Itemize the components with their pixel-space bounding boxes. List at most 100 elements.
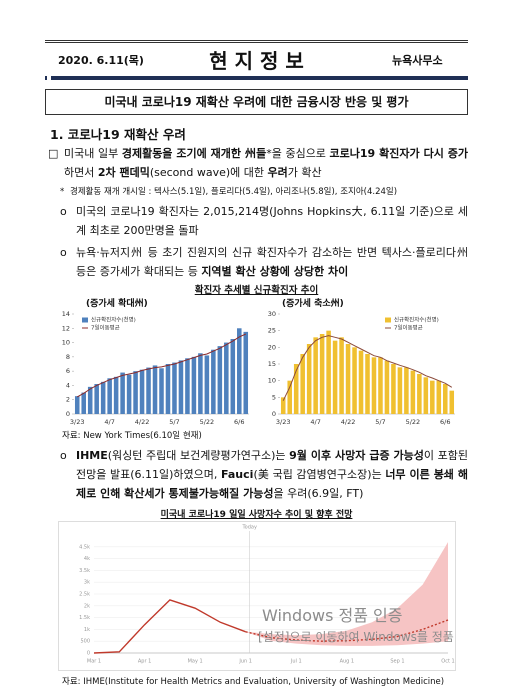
x-tick-label: Jul 1 bbox=[290, 659, 302, 665]
x-tick-label: 4/7 bbox=[310, 418, 320, 426]
y-tick-label: 10 bbox=[62, 339, 70, 347]
section-title: 1. 코로나19 재확산 우려 bbox=[50, 127, 186, 142]
bar bbox=[87, 386, 93, 414]
legend-swatch bbox=[385, 317, 391, 323]
bold-text: 지역별 확산 상황에 상당한 차이 bbox=[201, 265, 349, 278]
bar bbox=[417, 374, 422, 414]
bar bbox=[185, 358, 190, 414]
chart-heading: 확진자 추세별 신규확진자 추이 bbox=[194, 285, 319, 296]
bar bbox=[378, 357, 383, 414]
legend-label: 신규확진자수(천명) bbox=[91, 316, 136, 324]
y-tick-label: 2.5k bbox=[79, 592, 90, 598]
x-tick-label: Sep 1 bbox=[390, 659, 404, 665]
legend-label: 7일이동평균 bbox=[91, 324, 120, 332]
deaths-line bbox=[93, 599, 246, 654]
y-tick-label: 6 bbox=[66, 367, 70, 375]
bar bbox=[423, 377, 429, 414]
bar bbox=[139, 369, 145, 414]
x-tick-label: 4/7 bbox=[104, 418, 114, 426]
bold-text: 코로나19 확진자가 다시 증가 bbox=[329, 147, 469, 160]
x-tick-label: May 1 bbox=[188, 659, 203, 665]
moving-average-line bbox=[76, 333, 247, 398]
y-tick-label: 20 bbox=[268, 343, 276, 351]
y-tick-label: 3k bbox=[84, 580, 90, 586]
x-tick-label: 4/22 bbox=[341, 418, 356, 426]
bar bbox=[371, 357, 377, 414]
bar bbox=[436, 380, 442, 414]
bar bbox=[443, 384, 448, 414]
items-top: □ 미국내 일부 경제활동을 조기에 재개한 州들*을 중심으로 코로나19 확진… bbox=[48, 144, 468, 284]
bar bbox=[81, 392, 86, 414]
header-mark bbox=[47, 76, 51, 80]
bar bbox=[204, 355, 210, 414]
title: 현 지 정 보 bbox=[209, 49, 304, 73]
paragraph: * 경제활동 재개 개시일 : 텍사스(5.1일), 플로리다(5.4일), 아리… bbox=[48, 185, 468, 199]
bar bbox=[211, 349, 216, 414]
bar bbox=[230, 339, 236, 414]
bar bbox=[191, 356, 197, 414]
x-tick-label: Apr 1 bbox=[138, 659, 151, 665]
bar bbox=[332, 340, 338, 414]
y-tick-label: 1.5k bbox=[79, 615, 90, 621]
bar bbox=[280, 397, 286, 414]
bold-text: 우려 bbox=[267, 166, 288, 179]
x-tick-label: 3/23 bbox=[276, 418, 291, 426]
bar bbox=[107, 378, 112, 414]
x-tick-label: 5/22 bbox=[200, 418, 215, 426]
text: 미국내 일부 bbox=[64, 147, 122, 160]
bar bbox=[152, 365, 158, 414]
x-tick-label: 5/7 bbox=[169, 418, 179, 426]
x-tick-label: 5/22 bbox=[406, 418, 421, 426]
bar bbox=[217, 346, 223, 414]
plot-background bbox=[58, 521, 456, 671]
bullet: o bbox=[60, 205, 67, 218]
bar bbox=[306, 344, 312, 414]
y-tick-label: 2k bbox=[84, 603, 90, 609]
bar bbox=[365, 354, 370, 414]
y-tick-label: 12 bbox=[62, 324, 70, 332]
text: 이 포함된 전망을 발표(6.11일)하였으며, bbox=[76, 449, 469, 481]
x-tick-label: 3/23 bbox=[70, 418, 85, 426]
bar bbox=[120, 372, 125, 414]
bar bbox=[159, 368, 164, 414]
bar bbox=[178, 360, 184, 414]
bar bbox=[404, 367, 409, 414]
y-tick-label: 0 bbox=[66, 410, 70, 418]
x-tick-label: 5/7 bbox=[375, 418, 385, 426]
paragraph: o 뉴욕·뉴저지州 등 초기 진원지의 신규 확진자수가 감소하는 반면 텍사스·… bbox=[48, 243, 468, 281]
bar bbox=[94, 384, 99, 414]
text: 하면서 bbox=[64, 166, 98, 179]
text: 경제활동 재개 개시일 : 텍사스(5.1일), 플로리다(5.4일), 아리조… bbox=[70, 187, 398, 197]
text: 가 확산 bbox=[287, 166, 322, 179]
legend-label: 신규확진자수(천명) bbox=[394, 316, 439, 324]
y-tick-label: 14 bbox=[62, 310, 70, 318]
y-tick-label: 8 bbox=[66, 353, 70, 361]
bullet: □ bbox=[48, 147, 59, 160]
y-tick-label: 0 bbox=[87, 651, 90, 657]
bar bbox=[449, 390, 455, 414]
bar bbox=[391, 364, 396, 414]
header-bar bbox=[45, 76, 468, 80]
x-tick-label: 6/6 bbox=[440, 418, 450, 426]
bold-text: 2차 팬데믹 bbox=[97, 166, 150, 179]
bar bbox=[113, 376, 119, 414]
chart: 0 2 4 6 8 10 12 14 3/23 4/7 4/22 5/7 5/22 6/6 신규확진자수(천… bbox=[62, 310, 249, 426]
y-tick-label: 30 bbox=[268, 310, 276, 318]
y-tick-label: 10 bbox=[268, 377, 276, 385]
header-frame bbox=[45, 40, 468, 79]
x-tick-label: Mar 1 bbox=[87, 659, 101, 665]
chart-heading: 미국내 코로나19 일일 사망자수 추이 및 향후 전망 bbox=[160, 510, 353, 520]
bar bbox=[384, 360, 390, 414]
y-tick-label: 3.5k bbox=[79, 568, 90, 574]
bar bbox=[74, 396, 80, 414]
bar bbox=[326, 330, 331, 414]
y-tick-label: 0 bbox=[272, 410, 276, 418]
text: (second wave)에 대한 bbox=[149, 166, 268, 179]
y-tick-label: 25 bbox=[268, 327, 276, 335]
bar bbox=[198, 353, 203, 414]
x-tick-label: Jun 1 bbox=[238, 659, 252, 665]
bold-text: 너무 이른 봉쇄 해제로 인해 확산세가 통제불가능해질 가능성 bbox=[76, 468, 468, 500]
bar bbox=[172, 362, 177, 414]
office: 뉴욕사무소 bbox=[392, 54, 443, 67]
